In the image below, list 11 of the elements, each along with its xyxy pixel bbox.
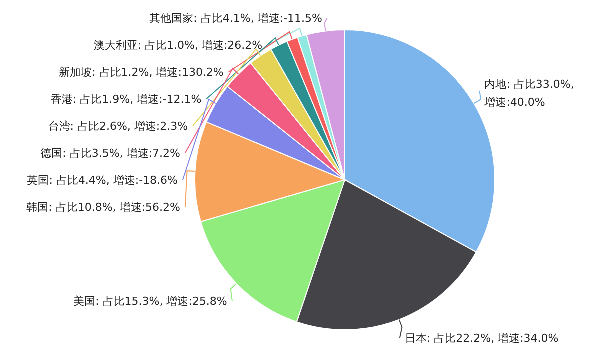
- slice-label: 日本: 占比22.2%, 增速:34.0%: [404, 332, 559, 345]
- slice-label: 美国: 占比15.3%, 增速:25.8%: [74, 294, 228, 308]
- slice-label: 其他国家: 占比4.1%, 增速:-11.5%: [150, 12, 322, 25]
- slice-label: 韩国: 占比10.8%, 增速:56.2%: [26, 201, 180, 214]
- slice-label: 台湾: 占比2.6%, 增速:2.3%: [48, 120, 188, 133]
- slice-label: 香港: 占比1.9%, 增速:-12.1%: [50, 93, 202, 106]
- slice-label: 澳大利亚: 占比1.0%, 增速:26.2%: [94, 39, 263, 52]
- slice-label: 德国: 占比3.5%, 增速:7.2%: [40, 147, 180, 160]
- slice-label: 内地: 占比33.0%, 增速:40.0%: [484, 78, 574, 109]
- slice-label: 新加坡: 占比1.2%, 增速:130.2%: [59, 66, 224, 79]
- slice-label: 英国: 占比4.4%, 增速:-18.6%: [27, 174, 178, 187]
